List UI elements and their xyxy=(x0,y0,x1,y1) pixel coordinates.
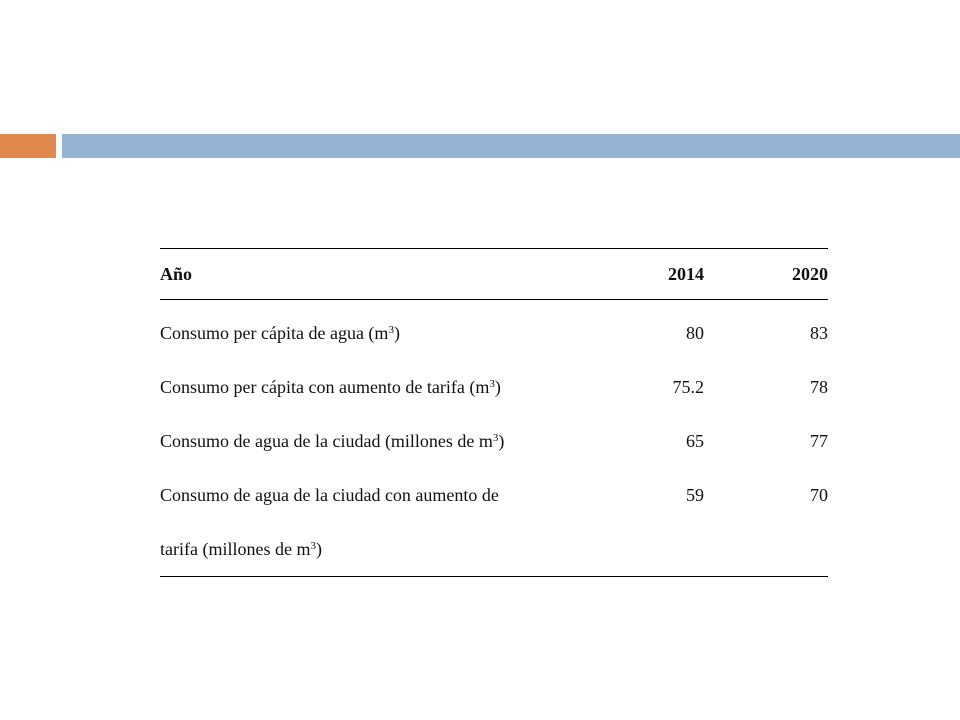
row-value-2020: 77 xyxy=(810,431,828,451)
row-label-text: tarifa (millones de m xyxy=(160,539,311,559)
table-header-row: Año 2014 2020 xyxy=(160,248,828,300)
row-value-2014: 75.2 xyxy=(672,377,705,397)
row-label-close: ) xyxy=(393,323,400,343)
row-label-close: ) xyxy=(498,431,505,451)
row-label-text: Consumo de agua de la ciudad (millones d… xyxy=(160,431,493,451)
row-value-2020: 78 xyxy=(810,377,828,397)
row-label-text: Consumo per cápita con aumento de tarifa… xyxy=(160,377,490,397)
table-row: Consumo de agua de la ciudad con aumento… xyxy=(160,468,828,577)
header-2020: 2020 xyxy=(792,264,828,284)
row-value-2020: 83 xyxy=(810,323,828,343)
header-year-label: Año xyxy=(160,264,193,284)
header-2014: 2014 xyxy=(668,264,704,284)
table-row: Consumo per cápita de agua (m3) 80 83 xyxy=(160,300,828,361)
row-label-line-1: Consumo de agua de la ciudad con aumento… xyxy=(160,485,499,505)
accent-bar-blue xyxy=(62,134,960,158)
row-label-close: ) xyxy=(494,377,501,397)
row-value-2020: 70 xyxy=(810,485,828,505)
row-label: Consumo per cápita con aumento de tarifa… xyxy=(160,360,600,414)
row-value-2014: 59 xyxy=(686,485,704,505)
row-value-2014: 80 xyxy=(686,323,704,343)
accent-bar-orange xyxy=(0,134,56,158)
row-label-superscript: 3 xyxy=(489,378,495,390)
table-row: Consumo per cápita con aumento de tarifa… xyxy=(160,360,828,414)
row-label: Consumo de agua de la ciudad con aumento… xyxy=(160,468,600,577)
consumption-table: Año 2014 2020 Consumo per cápita de agua… xyxy=(160,248,828,577)
row-label-line-2: tarifa (millones de m3) xyxy=(160,522,600,576)
row-value-2014: 65 xyxy=(686,431,704,451)
row-label-close: ) xyxy=(315,539,322,559)
row-label-superscript: 3 xyxy=(388,324,394,336)
row-label-superscript: 3 xyxy=(310,540,316,552)
consumption-table-container: Año 2014 2020 Consumo per cápita de agua… xyxy=(160,248,828,577)
row-label-superscript: 3 xyxy=(492,432,499,444)
table-row: Consumo de agua de la ciudad (millones d… xyxy=(160,414,828,468)
row-label: Consumo per cápita de agua (m3) xyxy=(160,300,600,361)
row-label: Consumo de agua de la ciudad (millones d… xyxy=(160,414,600,468)
row-label-text: Consumo per cápita de agua (m xyxy=(160,323,389,343)
